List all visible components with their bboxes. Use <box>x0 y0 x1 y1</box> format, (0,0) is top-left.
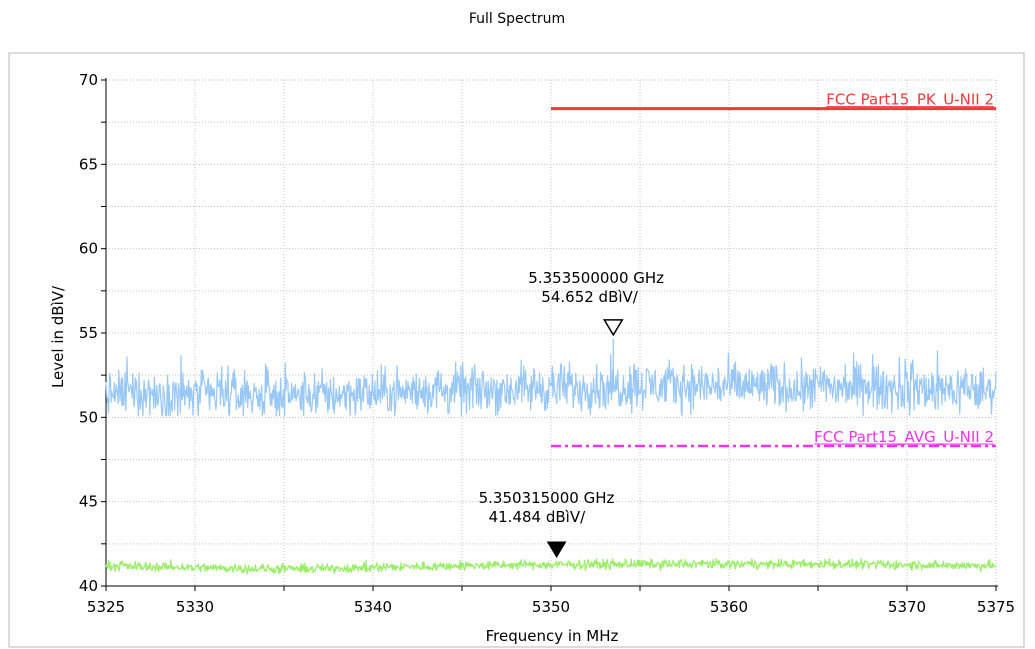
x-tick-label: 5360 <box>710 598 748 616</box>
marker-frequency-label: 5.350315000 GHz <box>479 489 615 507</box>
series-trace <box>105 558 997 575</box>
x-axis-label: Frequency in MHz <box>486 627 619 645</box>
grid <box>105 79 997 587</box>
y-tick-label: 65 <box>79 155 98 173</box>
y-tick-label: 40 <box>79 577 98 595</box>
marker-level-label: 54.652 dBìV/ <box>541 288 638 306</box>
y-tick-label: 70 <box>79 71 98 89</box>
x-tick-labels: 5325 5330 5340 5350 5360 5370 5375 <box>87 598 1015 616</box>
x-tick-label: 5350 <box>532 598 570 616</box>
limit-lines: FCC Part15_PK_U-NII 2 FCC Part15_AVG_U-NI… <box>551 91 996 448</box>
marker-frequency-label: 5.353500000 GHz <box>528 269 664 287</box>
limit-line-label: FCC Part15_PK_U-NII 2 <box>826 91 994 110</box>
y-tick-labels: 40 45 50 55 60 65 70 <box>79 71 98 595</box>
x-tick-label: 5340 <box>354 598 392 616</box>
marker-level-label: 41.484 dBìV/ <box>489 508 586 526</box>
x-tick-label: 5325 <box>87 598 125 616</box>
series <box>105 338 997 575</box>
limit-line-label: FCC Part15_AVG_U-NII 2 <box>814 428 994 447</box>
marker-open-triangle-icon <box>602 319 624 337</box>
series-trace <box>105 350 997 417</box>
chart-frame <box>8 52 1025 648</box>
axes <box>101 78 998 591</box>
y-tick-label: 55 <box>79 324 98 342</box>
x-tick-label: 5375 <box>977 598 1015 616</box>
marker-filled-triangle-icon <box>546 541 567 558</box>
y-tick-label: 60 <box>79 240 98 258</box>
y-tick-label: 45 <box>79 493 98 511</box>
y-axis-label: Level in dBìV/ <box>49 285 67 388</box>
x-tick-label: 5330 <box>176 598 214 616</box>
x-tick-label: 5370 <box>888 598 926 616</box>
chart-title: Full Spectrum <box>469 11 565 27</box>
y-tick-label: 50 <box>79 408 98 426</box>
